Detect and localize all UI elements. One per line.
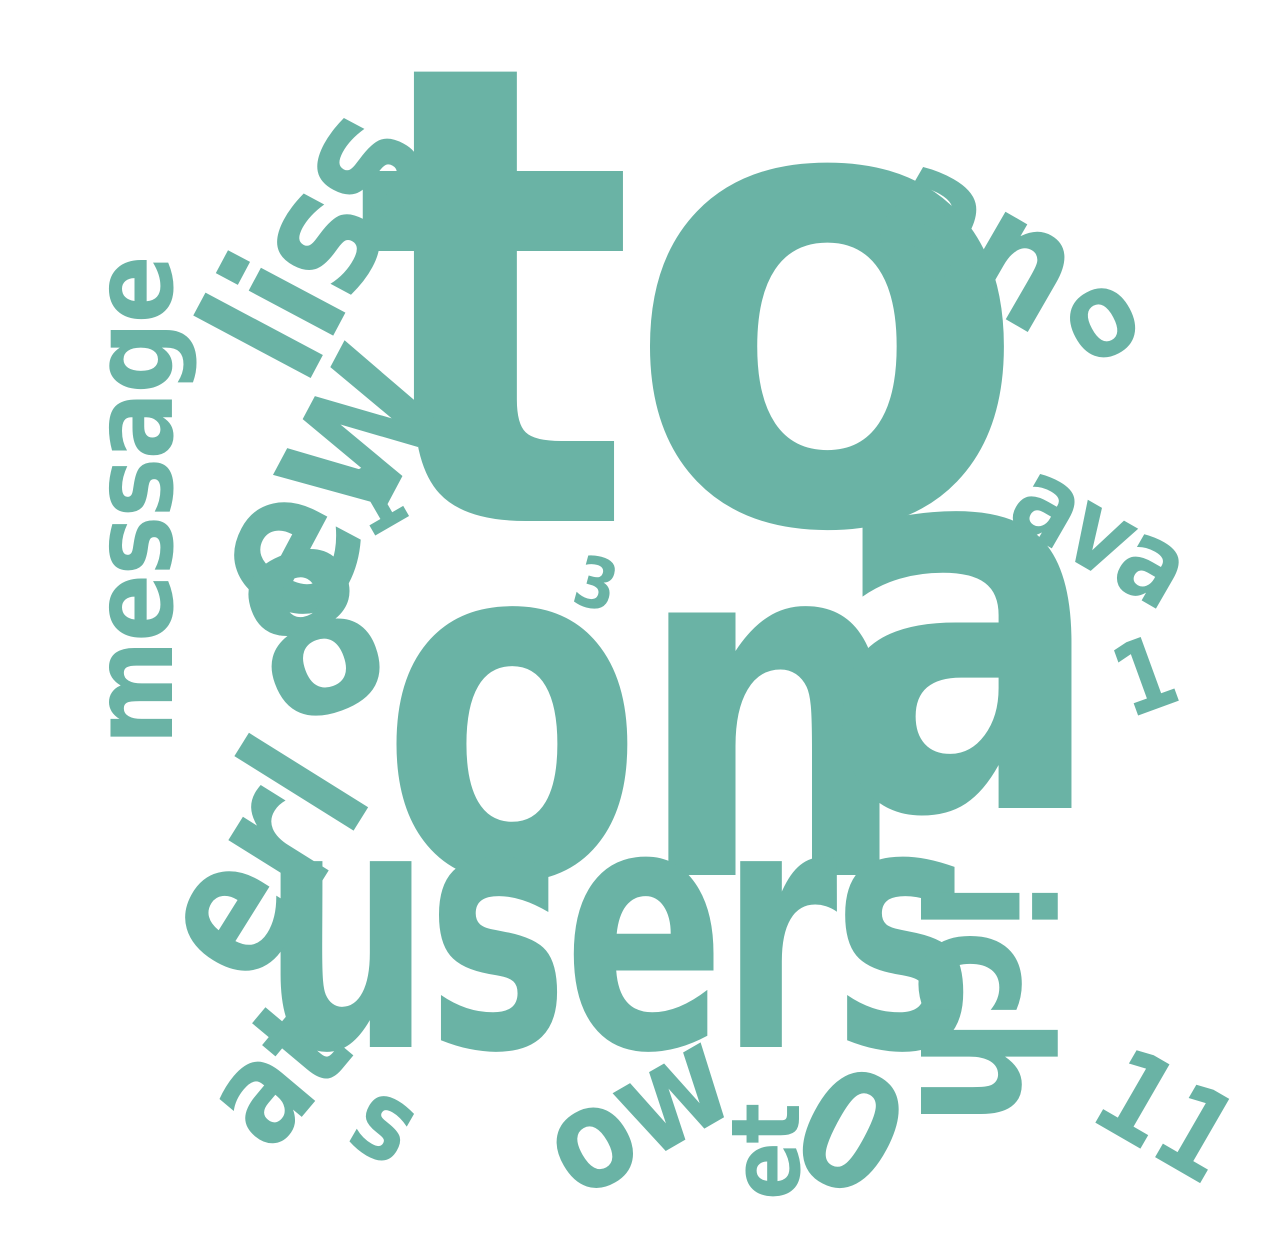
word-11: 11 [1070, 1021, 1260, 1211]
word-a: a [825, 316, 1104, 933]
word-et: et [712, 1104, 822, 1200]
word-message: message [69, 257, 199, 745]
word-on: on [380, 430, 910, 989]
word-1-right: 1 [1096, 611, 1191, 742]
word-users: users [262, 732, 975, 1128]
word-to: to [355, 0, 1029, 672]
